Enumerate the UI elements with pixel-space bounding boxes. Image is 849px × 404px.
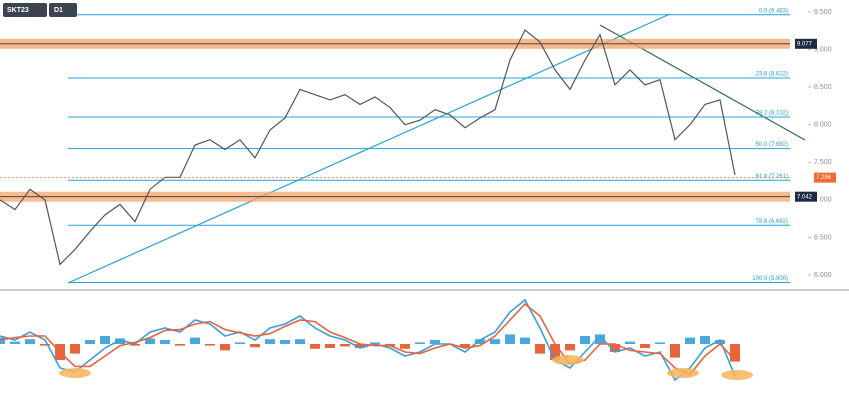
histogram-bar <box>235 342 245 344</box>
histogram-bar <box>415 342 425 344</box>
histogram-bar <box>70 344 80 354</box>
zone-label: 7.042 <box>797 194 813 200</box>
histogram-bar <box>670 344 680 358</box>
histogram-bar <box>475 339 485 344</box>
histogram-bar <box>700 336 710 344</box>
fib-label: 61.8 (7.261) <box>756 174 788 180</box>
y-tick-label: 9.500 <box>814 9 832 16</box>
timeframe-button[interactable] <box>49 3 77 17</box>
histogram-bar <box>0 337 5 344</box>
histogram-bar <box>640 344 650 348</box>
y-tick-label: 7.500 <box>814 159 832 166</box>
last-price-label: 7.296 <box>816 175 832 181</box>
highlight-markers <box>59 355 753 380</box>
macd-line <box>0 298 736 382</box>
histogram-bar <box>205 344 215 346</box>
y-tick-label: 8.000 <box>814 122 832 129</box>
marker <box>59 368 91 378</box>
fib-label: 78.6 (6.662) <box>756 219 788 225</box>
zone-label: 9.077 <box>797 41 813 47</box>
histogram-bar <box>685 337 695 344</box>
zone-tag <box>795 191 817 202</box>
histogram-bar <box>655 342 665 344</box>
histogram-bar <box>25 339 35 344</box>
y-tick-label: 6.500 <box>814 234 832 241</box>
zone-tag <box>795 38 817 49</box>
symbol-button[interactable] <box>3 3 47 17</box>
toolbar: SKT23 D1 <box>3 3 77 17</box>
histogram-bar <box>190 337 200 344</box>
marker <box>667 368 699 378</box>
histogram-bar <box>580 336 590 344</box>
timeframe: D1 <box>54 7 63 14</box>
histogram-bar <box>220 344 230 351</box>
y-tick-label: 8.500 <box>814 84 832 91</box>
last-price-tag <box>814 172 836 183</box>
fib-label: 0.0 (9.463) <box>759 8 788 14</box>
y-tick-label: 7.000 <box>814 197 832 204</box>
marker <box>721 370 753 380</box>
histogram-bar <box>610 344 620 352</box>
histogram-bar <box>730 344 740 362</box>
histogram-bar <box>355 344 365 348</box>
histogram-bar <box>310 344 320 349</box>
histogram-bar <box>250 344 260 348</box>
histogram-bar <box>400 344 410 349</box>
marker <box>552 355 584 365</box>
histogram-bar <box>490 339 500 344</box>
histogram-bar <box>115 338 125 344</box>
histogram-bar <box>550 344 560 360</box>
histogram-bar <box>535 344 545 354</box>
fib-label: 100.0 (5.900) <box>752 276 788 282</box>
fib-label: 23.6 (8.622) <box>756 72 788 78</box>
histogram-bar <box>325 344 335 348</box>
histogram-bar <box>100 336 110 344</box>
histogram-bar <box>565 344 575 351</box>
histogram-bar <box>280 340 290 344</box>
histogram-bar <box>145 338 155 344</box>
histogram-bar <box>340 344 350 347</box>
histogram-bar <box>10 341 20 344</box>
histogram-bar <box>505 334 515 344</box>
histogram-bar <box>430 340 440 344</box>
symbol: SKT23 <box>7 7 29 14</box>
histogram-bar <box>595 334 605 344</box>
fib-label: 50.0 (7.682) <box>756 142 788 148</box>
histogram-bar <box>460 344 470 348</box>
histogram-bar <box>625 341 635 344</box>
histogram-bar <box>160 340 170 344</box>
price-line <box>0 29 736 266</box>
histogram-bar <box>175 344 185 346</box>
histogram-bar <box>295 339 305 344</box>
histogram-bar <box>40 344 50 346</box>
y-tick-label: 9.000 <box>814 46 832 53</box>
fib-label: 38.2 (8.102) <box>756 111 788 117</box>
y-tick-label: 6.000 <box>814 272 832 279</box>
histogram-bar <box>520 337 530 344</box>
histogram-bar <box>85 340 95 344</box>
histogram-bar <box>265 339 275 344</box>
macd-line <box>0 302 736 376</box>
